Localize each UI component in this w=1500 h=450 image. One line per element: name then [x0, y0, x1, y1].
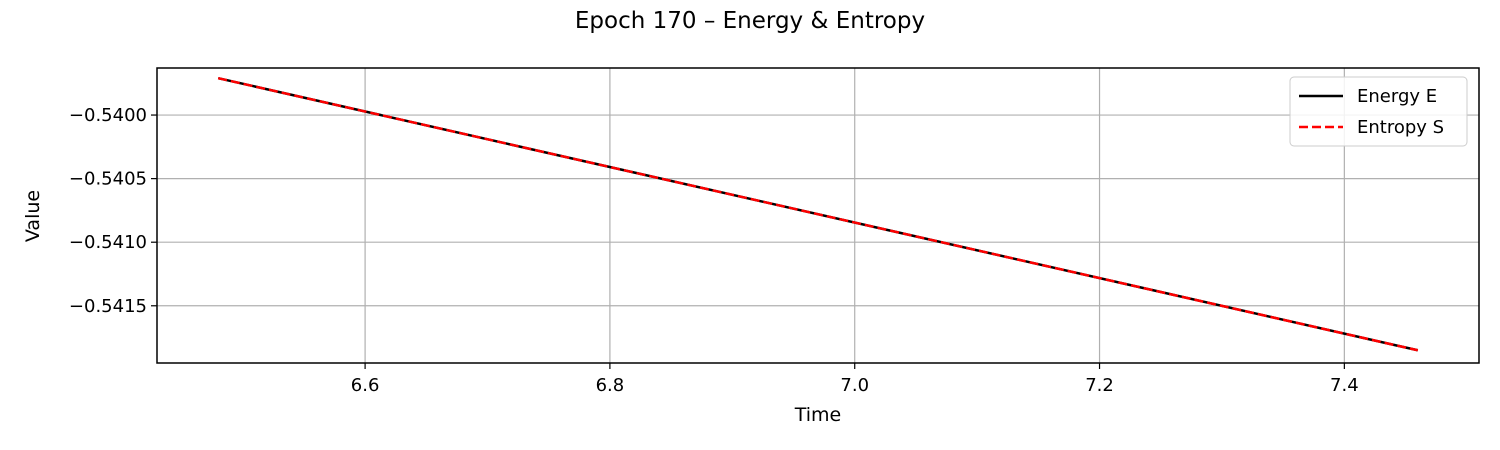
x-axis-label: Time: [794, 404, 842, 426]
y-tick-label: −0.5405: [69, 169, 147, 190]
plot-frame: [156, 67, 1480, 364]
legend-label: Entropy S: [1357, 117, 1444, 138]
y-axis-label: Value: [22, 190, 44, 242]
legend-box: [1289, 76, 1468, 147]
y-tick-label: −0.5415: [69, 296, 147, 317]
series-line-entropy-s: [217, 76, 1419, 352]
chart-title: Epoch 170 – Energy & Entropy: [575, 8, 925, 34]
y-tick-label: −0.5400: [69, 105, 147, 126]
x-tick-label: 7.2: [1085, 375, 1114, 396]
ticks-layer: 6.6 6.8 7.0 7.2 7.4 −0.5400 −0.5405 −0.5410 −0.5…: [69, 105, 1359, 396]
legend: Energy E Entropy S: [1289, 76, 1468, 147]
x-tick-label: 6.8: [596, 375, 625, 396]
x-tick-label: 7.4: [1330, 375, 1359, 396]
x-tick-label: 6.6: [351, 375, 380, 396]
y-tick-label: −0.5410: [69, 232, 147, 253]
legend-label: Energy E: [1357, 86, 1437, 107]
series-layer: [217, 76, 1419, 352]
x-tick-label: 7.0: [840, 375, 869, 396]
